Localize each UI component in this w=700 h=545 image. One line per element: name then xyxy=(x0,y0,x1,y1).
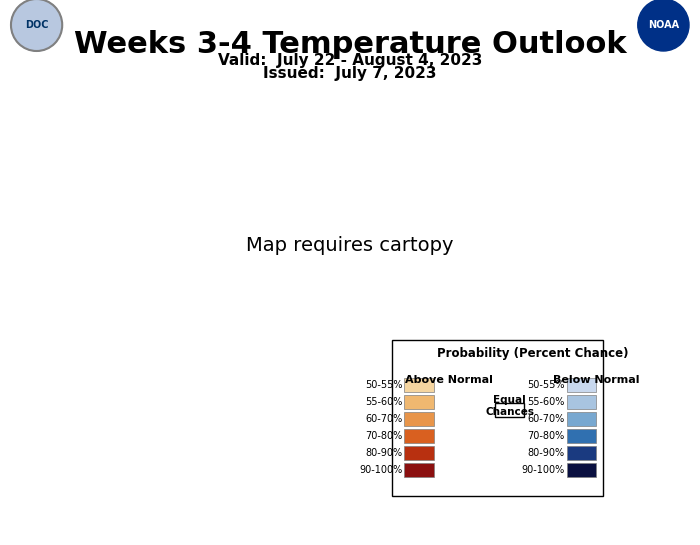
Text: 50-55%: 50-55% xyxy=(527,380,565,390)
Bar xyxy=(567,446,596,460)
Text: DOC: DOC xyxy=(25,20,48,30)
Text: 70-80%: 70-80% xyxy=(528,431,565,441)
Text: 55-60%: 55-60% xyxy=(528,397,565,407)
Text: Equal
Chances: Equal Chances xyxy=(485,395,534,416)
Text: 60-70%: 60-70% xyxy=(528,414,565,424)
Text: Map requires cartopy: Map requires cartopy xyxy=(246,235,454,255)
Text: Valid:  July 22 - August 4, 2023: Valid: July 22 - August 4, 2023 xyxy=(218,53,482,68)
Bar xyxy=(495,403,524,417)
Bar xyxy=(567,412,596,426)
Bar xyxy=(567,429,596,443)
Bar xyxy=(404,378,434,392)
Text: 50-55%: 50-55% xyxy=(365,380,402,390)
Circle shape xyxy=(638,0,689,51)
Text: Issued:  July 7, 2023: Issued: July 7, 2023 xyxy=(263,66,437,81)
Text: Probability (Percent Chance): Probability (Percent Chance) xyxy=(437,347,628,360)
Text: 90-100%: 90-100% xyxy=(359,465,402,475)
Text: 80-90%: 80-90% xyxy=(528,448,565,458)
Bar xyxy=(567,395,596,409)
Circle shape xyxy=(11,0,62,51)
Bar xyxy=(404,446,434,460)
Bar xyxy=(567,463,596,477)
Bar xyxy=(404,429,434,443)
Text: 80-90%: 80-90% xyxy=(365,448,402,458)
Text: 60-70%: 60-70% xyxy=(365,414,402,424)
Text: 70-80%: 70-80% xyxy=(365,431,402,441)
Text: Below Normal: Below Normal xyxy=(553,375,640,385)
Bar xyxy=(404,412,434,426)
Text: 55-60%: 55-60% xyxy=(365,397,402,407)
Text: Weeks 3-4 Temperature Outlook: Weeks 3-4 Temperature Outlook xyxy=(74,30,626,59)
Text: NOAA: NOAA xyxy=(648,20,679,30)
Text: Above Normal: Above Normal xyxy=(405,375,493,385)
Bar xyxy=(404,395,434,409)
Bar xyxy=(567,378,596,392)
Bar xyxy=(404,463,434,477)
Text: 90-100%: 90-100% xyxy=(522,465,565,475)
